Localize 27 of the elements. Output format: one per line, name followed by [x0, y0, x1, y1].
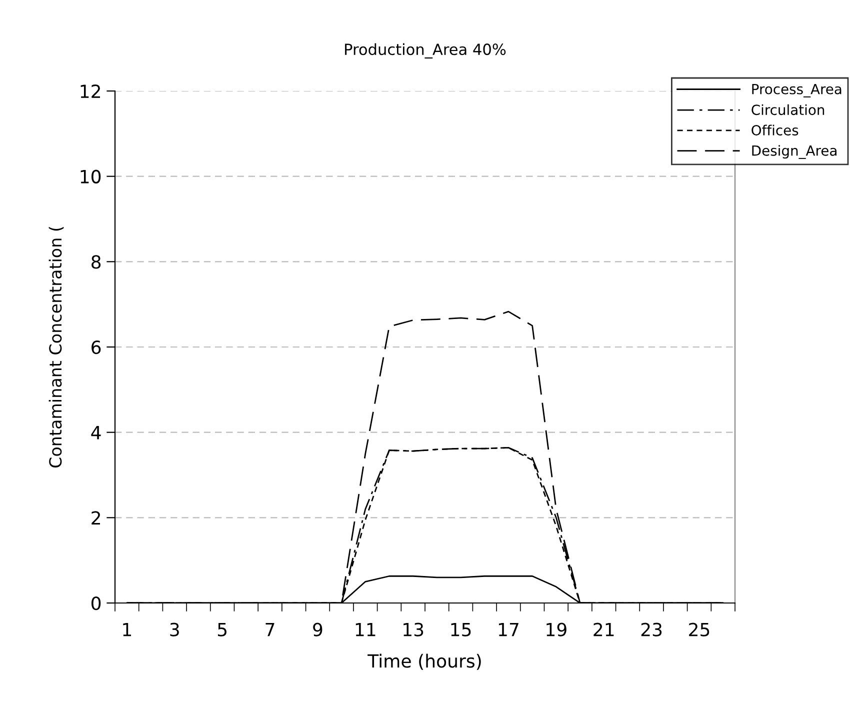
y-tick-label: 12: [80, 84, 100, 98]
x-tick-label: 23: [641, 622, 662, 636]
x-tick-label: 1: [123, 623, 131, 636]
x-tick-label: 7: [266, 623, 274, 636]
legend-label: Circulation: [752, 104, 824, 116]
x-tick-label: 15: [451, 623, 471, 636]
y-axis-title: Contaminant Concentration (: [48, 226, 64, 468]
x-axis-title: Time (hours): [368, 654, 481, 670]
legend-label: Process_Area: [752, 84, 842, 98]
x-tick-label: 21: [594, 622, 614, 636]
y-tick-label: 8: [92, 255, 101, 269]
x-tick-label: 13: [404, 622, 424, 636]
y-tick-label: 10: [80, 170, 101, 184]
legend-label: Design_Area: [752, 145, 836, 159]
legend-label: Offices: [752, 124, 798, 136]
y-tick-label: 6: [92, 340, 101, 354]
x-tick-label: 17: [498, 623, 518, 636]
x-tick-label: 3: [170, 622, 179, 636]
y-tick-label: 4: [91, 426, 101, 440]
x-tick-label: 25: [689, 622, 710, 636]
x-tick-label: 19: [546, 622, 566, 636]
x-tick-label: 5: [218, 623, 226, 636]
y-tick-label: 0: [92, 596, 101, 610]
x-tick-label: 11: [356, 623, 376, 636]
chart-title: Production_Area 40%: [345, 43, 506, 58]
x-tick-label: 9: [313, 622, 322, 636]
y-tick-label: 2: [92, 511, 100, 525]
